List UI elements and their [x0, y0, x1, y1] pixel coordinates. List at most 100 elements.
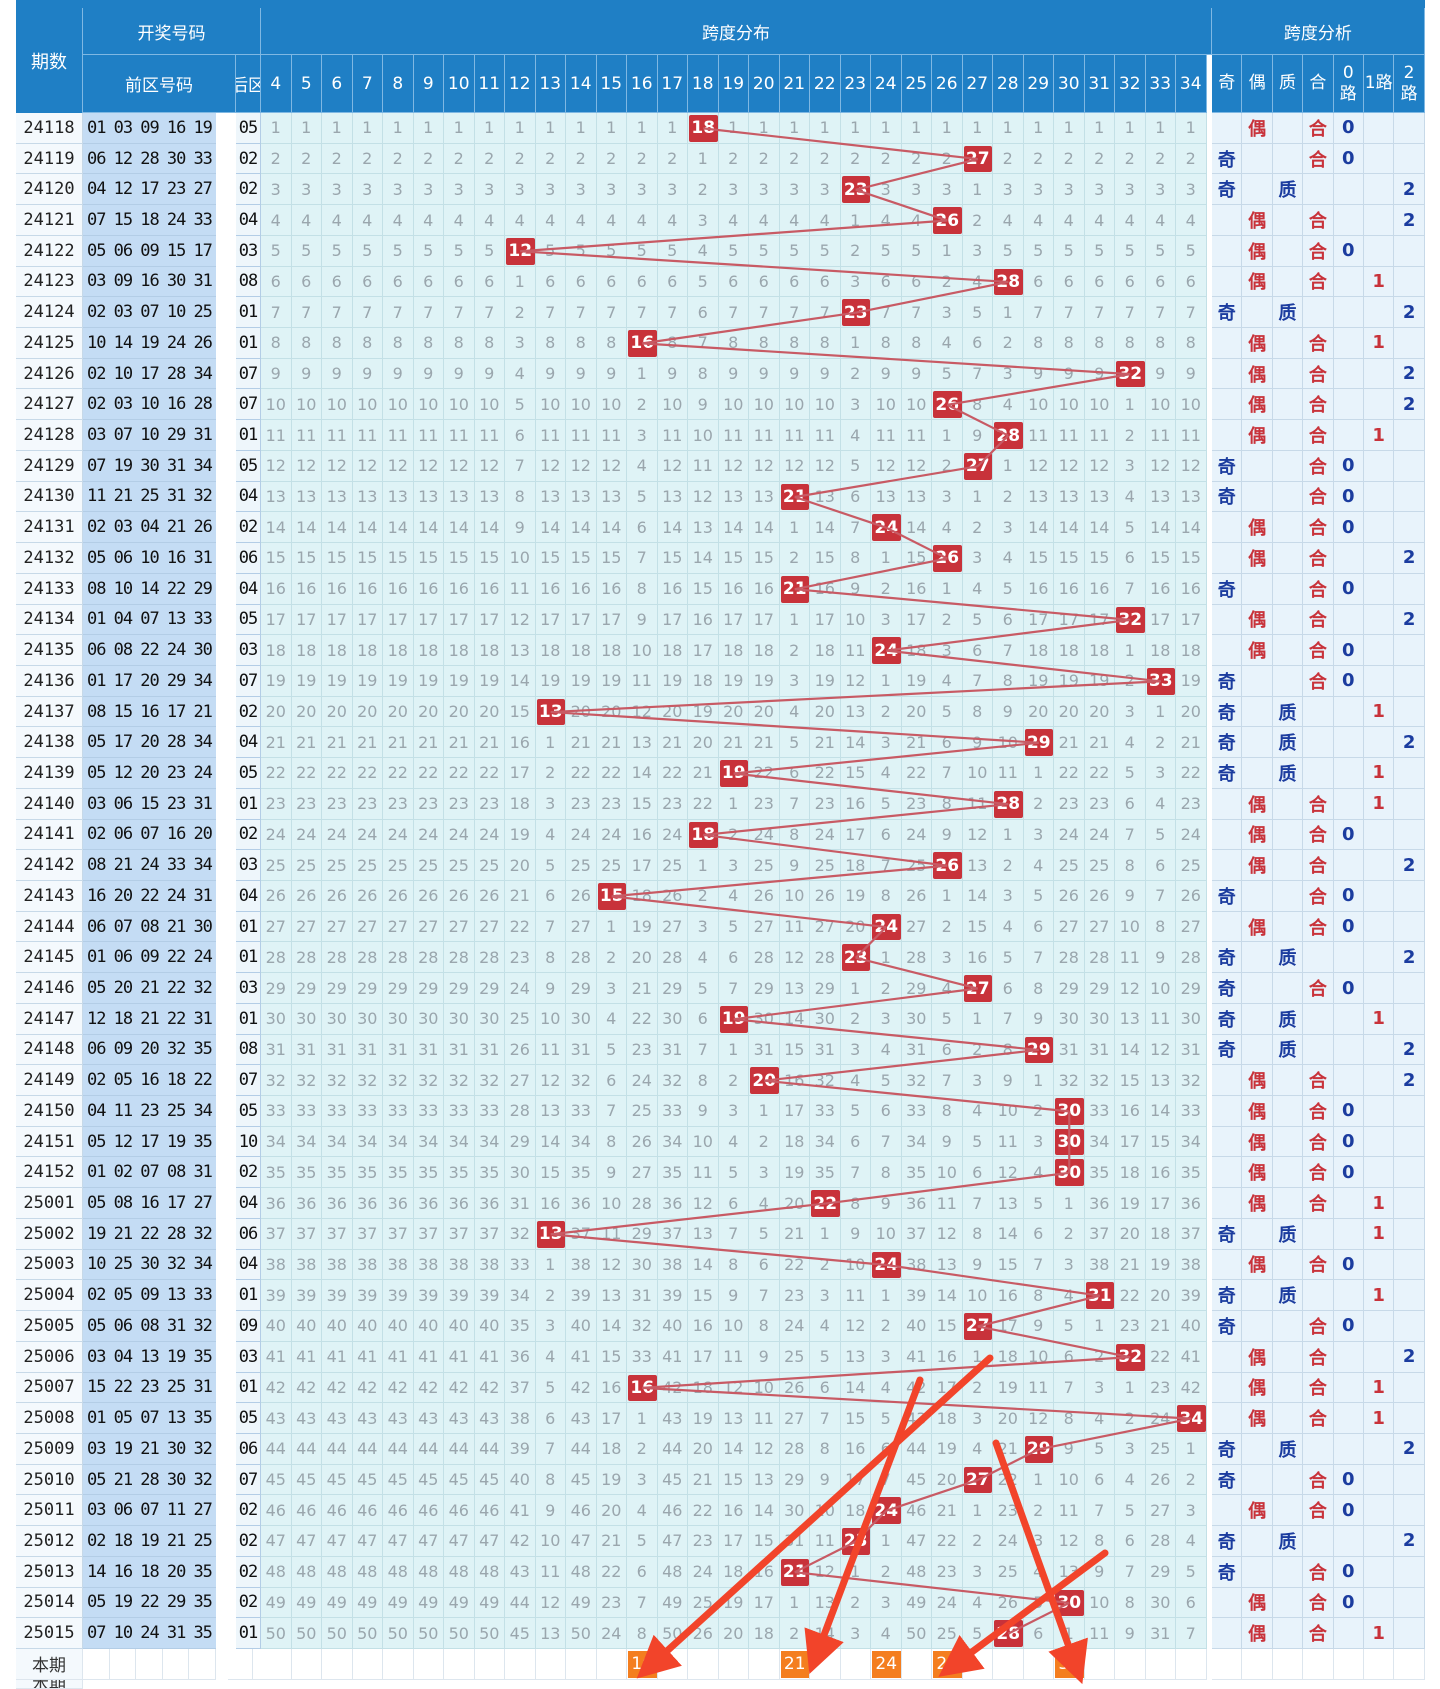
front-number: 03: [109, 297, 137, 329]
front-number: 32: [189, 481, 216, 513]
span-omission: 1: [871, 942, 902, 974]
front-number: 06: [109, 1495, 137, 1527]
span-omission: 2: [718, 143, 749, 175]
span-omission: 1: [566, 113, 597, 144]
span-omission: 48: [444, 1556, 475, 1588]
span-omission: 31: [474, 1034, 505, 1066]
span-omission: 10: [810, 1495, 841, 1527]
current-span-blank: [596, 1649, 627, 1680]
span-omission: 50: [383, 1618, 414, 1649]
span-omission: 10: [535, 389, 566, 421]
span-omission: 14: [688, 1249, 719, 1281]
back-number: 05: [236, 604, 261, 636]
span-omission: 6: [1115, 543, 1146, 574]
span-omission: 6: [291, 266, 322, 298]
span-omission: 35: [474, 1157, 505, 1189]
span-omission: 2: [993, 328, 1024, 359]
analysis-cell: [1303, 758, 1334, 789]
analysis-cell: [1333, 1403, 1364, 1434]
span-omission: 2: [932, 266, 963, 298]
span-omission: 27: [1176, 911, 1207, 943]
analysis-cell: [1242, 297, 1273, 329]
span-omission: 13: [352, 481, 383, 513]
analysis-parity: 奇: [1212, 942, 1243, 974]
front-number: 05: [83, 1311, 110, 1342]
span-col-header-31: 31: [1084, 55, 1115, 113]
front-number: 22: [136, 1587, 163, 1619]
span-omission: 5: [1023, 235, 1054, 267]
analysis-prime: 质: [1272, 942, 1304, 974]
current-span-blank: [1084, 1649, 1115, 1680]
period-cell: 25010: [16, 1464, 83, 1496]
analysis-road: 2: [1394, 1034, 1425, 1066]
span-omission: 4: [1054, 205, 1085, 236]
front-number: 04: [109, 1341, 137, 1373]
span-omission: 22: [901, 758, 932, 789]
span-omission: 47: [413, 1526, 444, 1557]
span-omission: 1: [932, 113, 963, 144]
span-omission: 10: [566, 389, 597, 421]
span-omission: 33: [810, 1096, 841, 1127]
span-omission: 16: [261, 573, 292, 605]
front-number: 35: [189, 1587, 216, 1619]
analysis-cell: [1394, 481, 1425, 513]
span-omission: 4: [840, 420, 871, 451]
span-omission: 9: [688, 1096, 719, 1127]
span-omission: 30: [1054, 1003, 1085, 1035]
front-number: 15: [109, 696, 137, 728]
span-omission: 20: [718, 696, 749, 728]
front-number: 21: [162, 911, 190, 943]
span-omission: 15: [810, 543, 841, 574]
span-omission: 13: [1054, 1556, 1085, 1588]
span-omission: 47: [352, 1526, 383, 1557]
span-omission: 22: [352, 758, 383, 789]
span-omission: 10: [535, 1526, 566, 1557]
front-number: 01: [83, 942, 110, 974]
analysis-cell: [1242, 1526, 1273, 1557]
span-hit-marker: 12: [506, 237, 535, 265]
span-omission: 18: [901, 635, 932, 666]
front-number: 32: [162, 1034, 190, 1066]
span-omission: 1: [993, 113, 1024, 144]
span-omission: 45: [413, 1464, 444, 1496]
front-number: 35: [189, 1341, 216, 1373]
span-omission: 1: [932, 420, 963, 451]
span-omission: 21: [1176, 727, 1207, 759]
span-omission: 3: [1023, 819, 1054, 851]
span-omission: 1: [1023, 113, 1054, 144]
analysis-prime: 合: [1303, 389, 1334, 421]
span-omission: 1: [1115, 113, 1146, 144]
span-omission: 33: [444, 1096, 475, 1127]
span-omission: 43: [505, 1556, 536, 1588]
span-omission: 32: [1176, 1065, 1207, 1097]
span-omission: 7: [1145, 297, 1176, 329]
span-omission: 31: [505, 1188, 536, 1219]
span-omission: 7: [627, 1587, 658, 1619]
front-number: 34: [189, 665, 216, 697]
span-omission: 7: [505, 450, 536, 482]
span-omission: 34: [505, 1280, 536, 1312]
span-col-header-27: 27: [962, 55, 993, 113]
span-omission: 40: [261, 1311, 292, 1342]
span-omission: 2: [932, 450, 963, 482]
span-omission: 13: [962, 850, 993, 881]
span-omission: 2: [840, 1587, 871, 1619]
analysis-cell: [1364, 727, 1395, 759]
analysis-cell: [1333, 1372, 1364, 1404]
span-omission: 8: [718, 328, 749, 359]
span-omission: 22: [261, 758, 292, 789]
span-omission: 16: [505, 727, 536, 759]
span-omission: 29: [901, 973, 932, 1004]
span-omission: 10: [840, 604, 871, 636]
span-omission: 21: [566, 727, 597, 759]
span-omission: 28: [1054, 942, 1085, 974]
span-omission: 2: [840, 143, 871, 175]
span-omission: 9: [932, 819, 963, 851]
span-omission: 15: [657, 543, 688, 574]
span-omission: 2: [688, 881, 719, 912]
analysis-cell: [1242, 758, 1273, 789]
front-number: 25: [189, 297, 216, 329]
span-omission: 8: [413, 328, 444, 359]
span-omission: 1: [1054, 1618, 1085, 1649]
front-number: 19: [136, 1526, 163, 1557]
